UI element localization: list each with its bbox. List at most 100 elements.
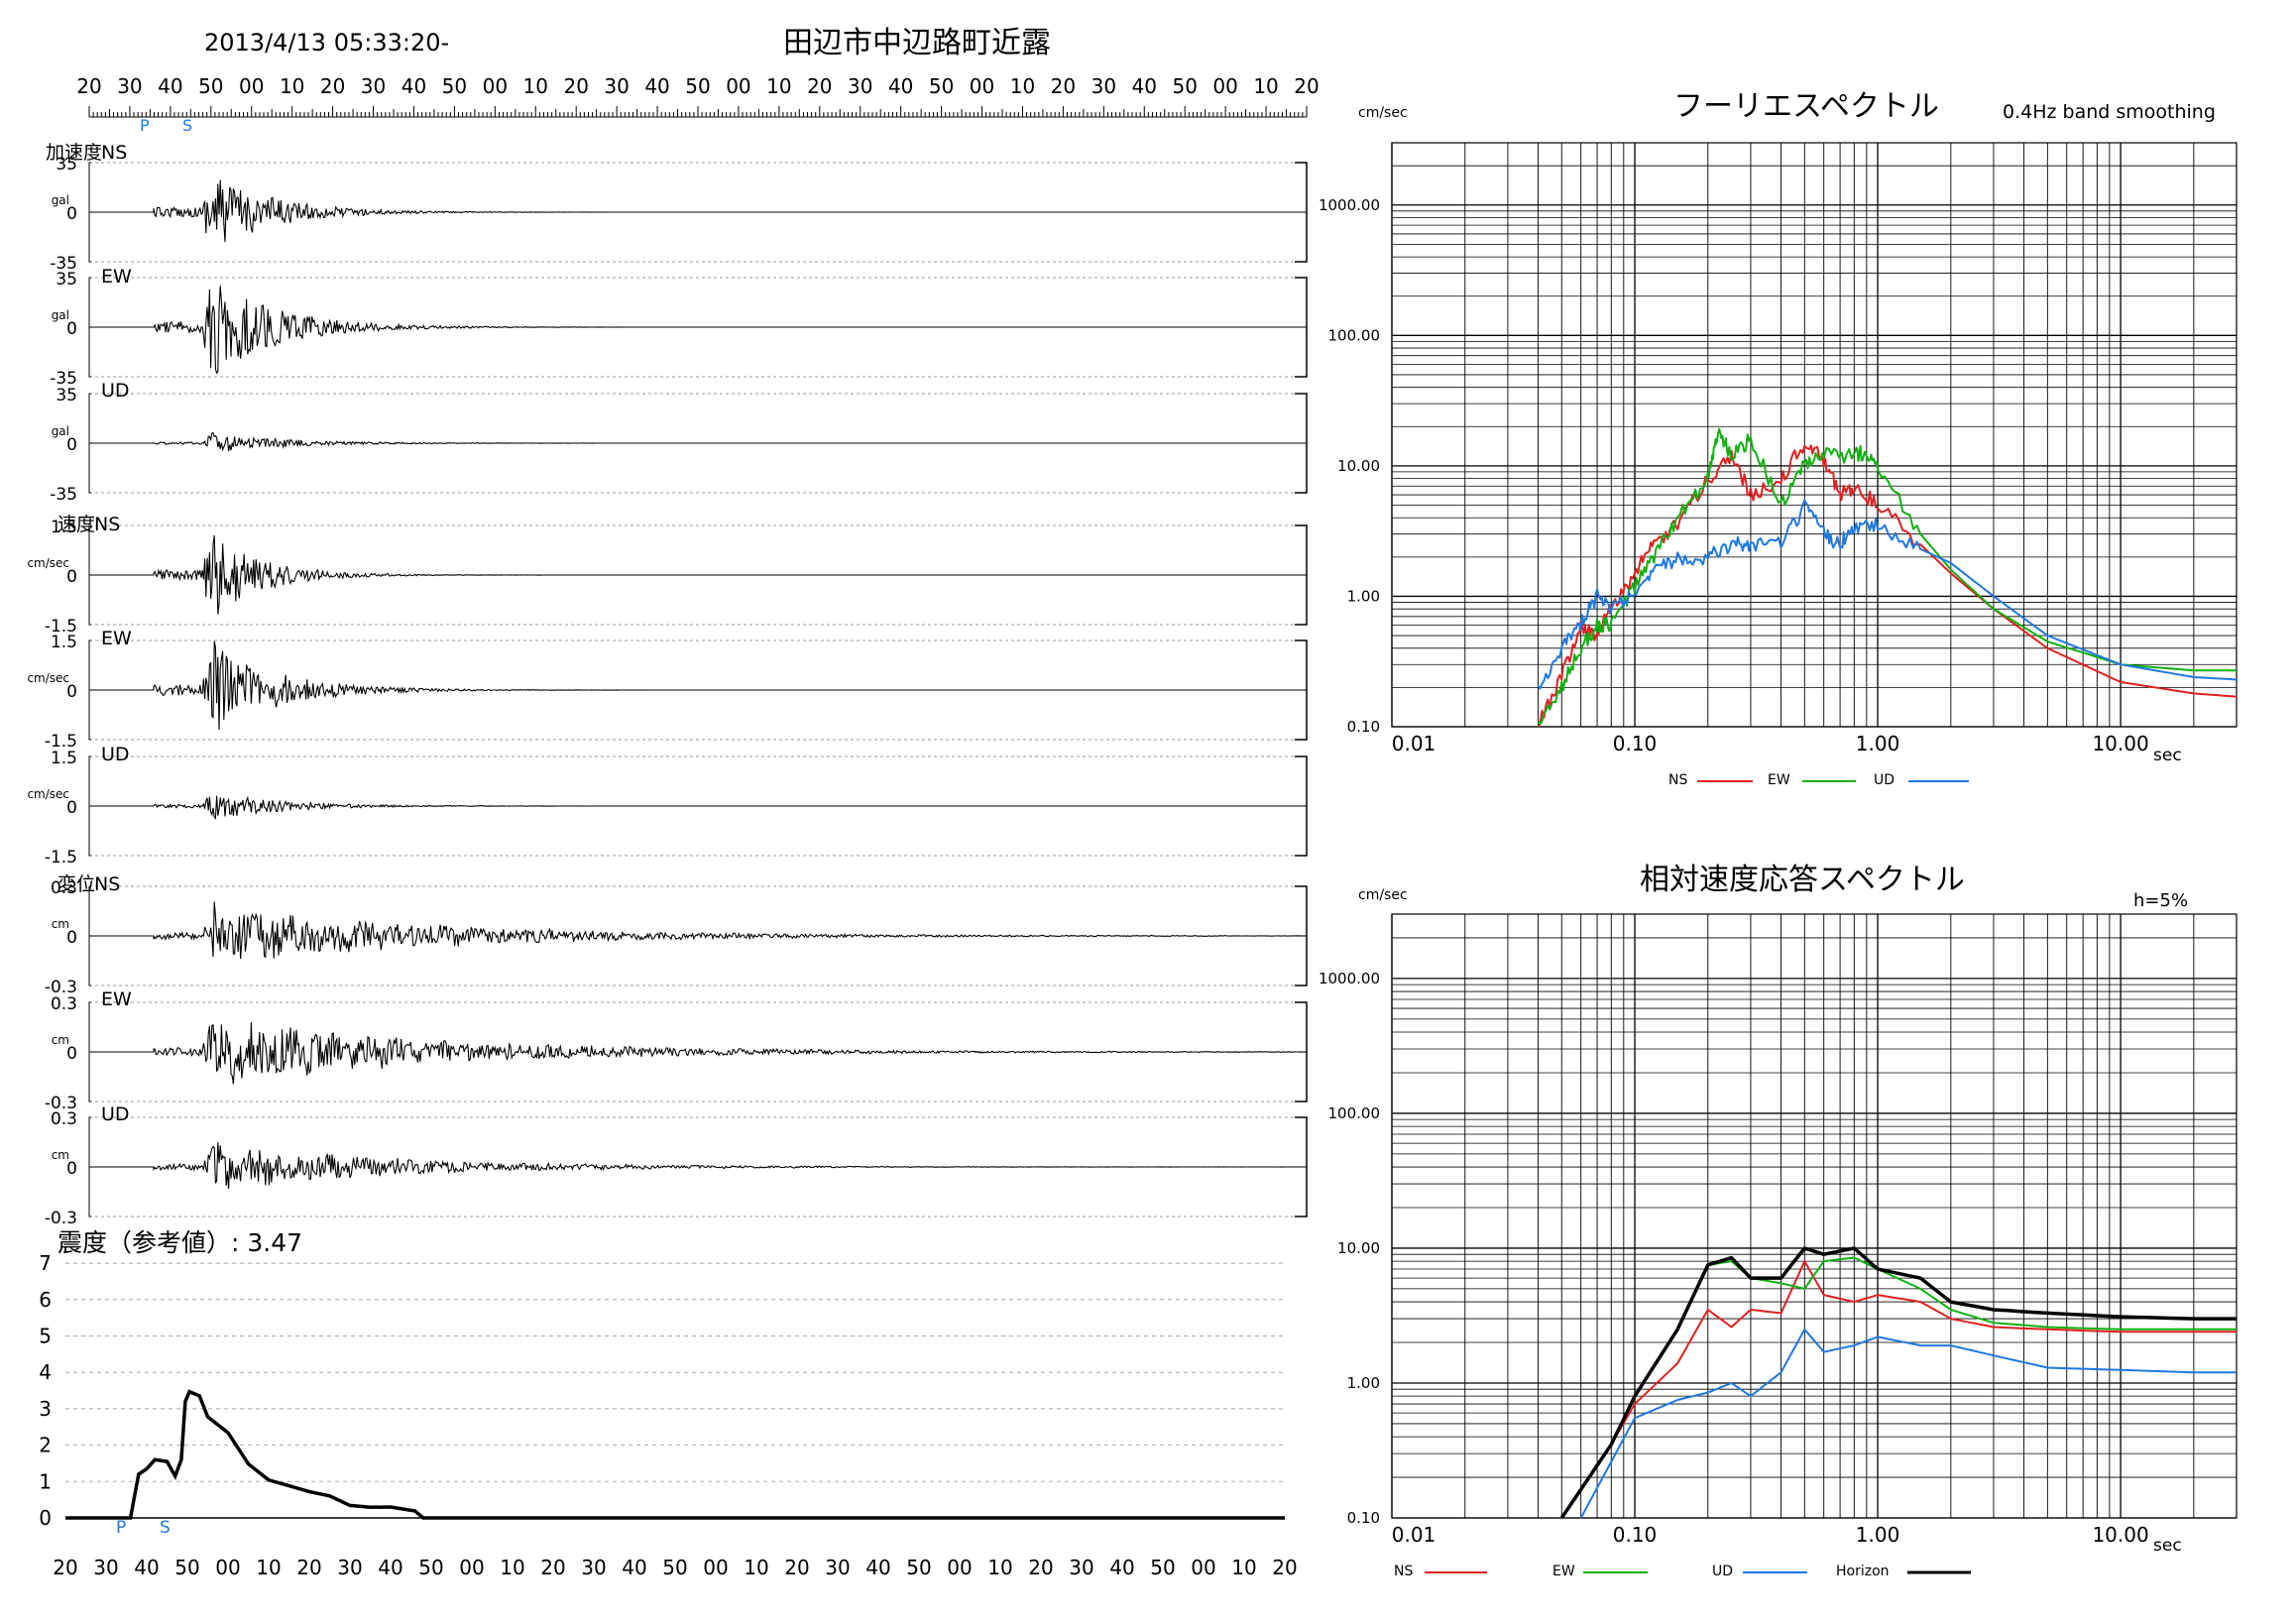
panel-labels: 加速度 NS EW UD 速度 NS EW UD 変位 NS EW UD bbox=[46, 142, 132, 1125]
time-tick-label: 00 bbox=[459, 1556, 484, 1579]
time-tick-label: 20 bbox=[784, 1556, 809, 1579]
panel-lower-limit: -1.5 bbox=[45, 848, 77, 868]
time-tick-label: 20 bbox=[53, 1556, 77, 1579]
disp-group-label: 変位 bbox=[57, 873, 95, 895]
panel-lower-limit: -1.5 bbox=[45, 732, 77, 752]
panel-component-label: EW bbox=[101, 628, 132, 649]
time-tick-label: 10 bbox=[1231, 1556, 1256, 1579]
waveform-trace bbox=[89, 1022, 1307, 1085]
time-tick-label: 30 bbox=[1069, 1556, 1093, 1579]
accel-group-label: 加速度 bbox=[46, 142, 102, 164]
legend-label-ud: UD bbox=[1712, 1564, 1733, 1579]
time-tick-label: 50 bbox=[418, 1556, 443, 1579]
time-tick-label: 00 bbox=[1212, 74, 1237, 98]
time-tick-label: 50 bbox=[198, 74, 223, 98]
time-tick-label: 50 bbox=[906, 1556, 931, 1579]
time-tick-label: 40 bbox=[622, 1556, 646, 1579]
time-tick-label: 50 bbox=[1150, 1556, 1175, 1579]
series-line-ew bbox=[1537, 427, 2237, 726]
series-line-ns bbox=[1537, 444, 2238, 728]
time-tick-label: 10 bbox=[523, 74, 548, 98]
time-tick-label: 20 bbox=[296, 1556, 321, 1579]
time-tick-label: 50 bbox=[685, 74, 710, 98]
y-tick-label: 1000.00 bbox=[1319, 970, 1380, 987]
time-tick-label: 00 bbox=[726, 74, 750, 98]
time-tick-label: 30 bbox=[604, 74, 629, 98]
x-tick-label: 0.10 bbox=[1613, 1523, 1658, 1547]
time-tick-label: 00 bbox=[215, 1556, 240, 1579]
y-tick-label: 1.00 bbox=[1347, 587, 1380, 605]
panel-lower-limit: -35 bbox=[50, 485, 77, 505]
x-tick-label: 0.01 bbox=[1392, 1523, 1436, 1547]
time-tick-label: 40 bbox=[865, 1556, 890, 1579]
panel-unit: gal bbox=[52, 193, 69, 207]
x-tick-label: 10.00 bbox=[2092, 1523, 2148, 1547]
panel-lower-limit: -0.3 bbox=[45, 1094, 77, 1113]
time-tick-label: 50 bbox=[1172, 74, 1197, 98]
panel-upper-limit: 0.3 bbox=[51, 1109, 77, 1129]
panel-upper-limit: 35 bbox=[56, 155, 77, 174]
time-tick-label: 30 bbox=[93, 1556, 118, 1579]
waveform-trace bbox=[89, 286, 1307, 375]
time-tick-label: 10 bbox=[1010, 74, 1035, 98]
panel-upper-limit: 35 bbox=[56, 270, 77, 290]
intensity-curve bbox=[65, 1389, 1285, 1520]
x-unit-label: sec bbox=[2153, 746, 2182, 765]
intensity-label: 震度（参考値）: 3.47 bbox=[57, 1228, 302, 1257]
time-tick-label: 00 bbox=[239, 74, 264, 98]
panel-upper-limit: 0.3 bbox=[51, 878, 77, 898]
chart-note: h=5% bbox=[2133, 890, 2188, 911]
chart-series bbox=[1537, 427, 2238, 728]
time-tick-label: 00 bbox=[703, 1556, 728, 1579]
waveform-traces: 35 0 -35 gal 35 0 -35 gal 35 0 -35 gal 1.5 0 -1.5 cm/se… bbox=[27, 155, 1308, 1228]
panel-upper-limit: 0.3 bbox=[51, 994, 77, 1014]
time-tick-label: 00 bbox=[970, 74, 994, 98]
time-tick-label: 10 bbox=[744, 1556, 768, 1579]
time-tick-label: 30 bbox=[825, 1556, 850, 1579]
panel-component-label: UD bbox=[101, 380, 130, 402]
panel-bracket bbox=[1295, 277, 1308, 378]
panel-bracket bbox=[1295, 162, 1308, 263]
time-tick-label: 00 bbox=[947, 1556, 972, 1579]
series-line-ud bbox=[1537, 499, 2238, 690]
intensity-tick-label: 1 bbox=[39, 1469, 52, 1493]
panel-unit: cm/sec bbox=[27, 671, 69, 685]
y-tick-label: 1000.00 bbox=[1319, 196, 1380, 214]
panel-bracket bbox=[1295, 1116, 1308, 1217]
s-phase-mark: S bbox=[160, 1518, 171, 1538]
velocity-group-label: 速度 bbox=[57, 514, 95, 535]
time-tick-label: 40 bbox=[158, 74, 182, 98]
time-tick-label: 40 bbox=[888, 74, 913, 98]
x-tick-label: 0.01 bbox=[1392, 732, 1436, 755]
panel-component-label: EW bbox=[101, 988, 132, 1010]
time-tick-label: 30 bbox=[361, 74, 386, 98]
panel-zero: 0 bbox=[66, 1044, 77, 1064]
intensity-tick-label: 5 bbox=[39, 1325, 52, 1348]
panel-upper-limit: 1.5 bbox=[51, 518, 77, 537]
time-tick-label: 50 bbox=[662, 1556, 687, 1579]
x-tick-label: 10.00 bbox=[2092, 732, 2148, 755]
panel-unit: cm bbox=[52, 1148, 69, 1162]
y-tick-label: 0.10 bbox=[1347, 718, 1380, 736]
chart-grid: 1000.00 100.00 10.00 1.00 0.10 0.01 0.10 1.00 10… bbox=[1319, 142, 2238, 755]
chart-legend: NS EW UD Horizon bbox=[1394, 1564, 1971, 1579]
panel-upper-limit: 1.5 bbox=[51, 749, 77, 768]
panel-bracket bbox=[1295, 1001, 1308, 1102]
time-tick-label: 20 bbox=[540, 1556, 565, 1579]
panel-zero: 0 bbox=[66, 682, 77, 702]
time-tick-label: 50 bbox=[442, 74, 467, 98]
s-phase-mark: S bbox=[182, 116, 192, 135]
chart-series bbox=[1559, 1246, 2237, 1519]
chart-grid: 1000.00 100.00 10.00 1.00 0.10 0.01 0.10 1.00 10… bbox=[1319, 913, 2238, 1547]
panel-unit: gal bbox=[52, 424, 69, 438]
legend-label-ns: NS bbox=[1668, 772, 1687, 788]
waveform-trace bbox=[89, 901, 1307, 960]
time-tick-label: 20 bbox=[320, 74, 345, 98]
panel-component-label: UD bbox=[101, 1103, 130, 1125]
panel-lower-limit: -1.5 bbox=[45, 617, 77, 637]
intensity-grid: 7 6 5 4 3 2 1 0 bbox=[39, 1251, 1285, 1530]
time-tick-label: 20 bbox=[1028, 1556, 1053, 1579]
waveform-trace bbox=[89, 1142, 1307, 1190]
time-tick-label: 10 bbox=[766, 74, 791, 98]
